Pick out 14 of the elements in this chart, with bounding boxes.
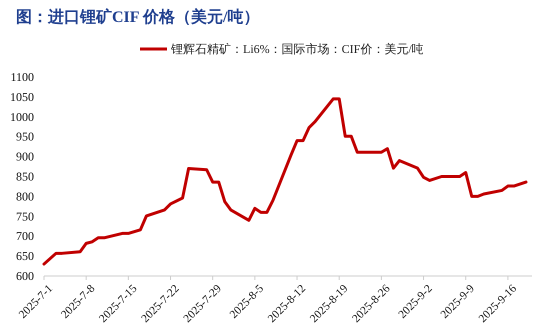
- y-tick-label: 750: [16, 209, 34, 224]
- line-series: [42, 97, 528, 266]
- y-tick-label: 600: [16, 269, 34, 283]
- chart-title: 图：进口锂矿CIF 价格（美元/吨）: [16, 7, 260, 26]
- y-tick-label: 1100: [10, 70, 34, 84]
- y-tick-label: 850: [16, 170, 34, 184]
- y-tick-label: 700: [16, 229, 34, 244]
- y-tick-label: 1050: [10, 90, 34, 104]
- y-tick-label: 1000: [10, 110, 34, 124]
- y-tick-label: 900: [16, 150, 34, 164]
- y-tick-label: 650: [16, 249, 34, 264]
- y-tick-label: 950: [16, 130, 34, 144]
- y-tick-label: 800: [16, 189, 34, 204]
- legend-label: 锂辉石精矿：Li6%：国际市场：CIF价：美元/吨: [170, 42, 424, 56]
